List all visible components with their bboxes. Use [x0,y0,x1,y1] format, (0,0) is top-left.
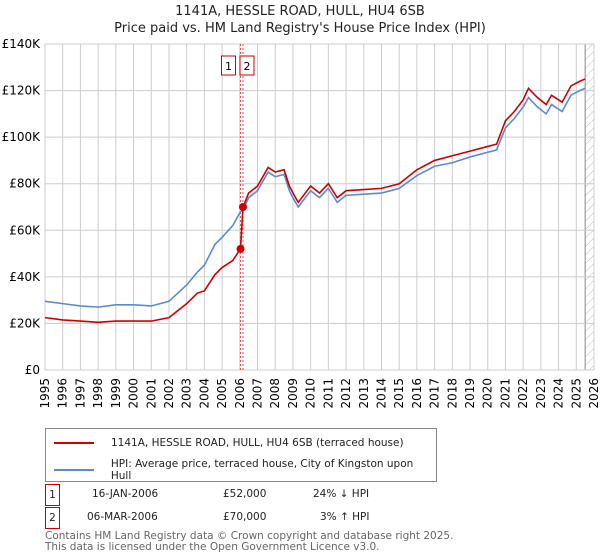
y-tick-label: £120K [2,84,42,98]
x-tick-label: 2017 [428,378,442,409]
legend-label: 1141A, HESSLE ROAD, HULL, HU4 6SB (terra… [111,437,404,449]
x-tick-label: 2022 [516,378,530,409]
x-tick-label: 2014 [374,378,388,409]
x-tick-label: 2002 [162,378,176,409]
transaction-badge: 2 [45,507,60,529]
legend-line-blue [54,469,94,471]
x-tick-label: 2015 [392,378,406,409]
x-tick-label: 1995 [38,378,52,409]
legend-line-red [54,442,94,444]
y-tick-label: £60K [9,223,41,237]
x-tick-label: 2016 [410,378,424,409]
legend-item-hpi: HPI: Average price, terraced house, City… [54,458,436,482]
y-tick-label: £100K [2,130,42,144]
sale-marker-box [221,55,237,76]
transaction-row: 1 16-JAN-2006 £52,000 24% ↓ HPI [45,484,445,506]
x-tick-label: 1997 [73,378,87,409]
x-tick-label: 2024 [552,378,566,409]
x-tick-label: 2001 [144,378,158,409]
legend-item-property: 1141A, HESSLE ROAD, HULL, HU4 6SB (terra… [54,437,404,449]
sale-marker-box [239,55,255,76]
transaction-price: £52,000 [223,488,267,500]
transaction-hpi: 3% ↑ HPI [320,511,370,523]
x-tick-label: 2021 [498,378,512,409]
x-tick-label: 2025 [569,378,583,409]
x-tick-label: 2026 [587,378,600,409]
x-tick-label: 2018 [445,378,459,409]
sale-marker-label: 1 [225,60,232,73]
x-tick-label: 2009 [286,378,300,409]
x-tick-label: 2013 [357,378,371,409]
transaction-price: £70,000 [223,511,267,523]
x-tick-label: 1998 [91,378,105,409]
series-line [44,78,586,324]
y-tick-label: £80K [9,177,41,191]
y-tick-label: £140K [2,37,42,51]
sale-marker-label: 2 [243,60,250,73]
x-tick-label: 2012 [339,378,353,409]
x-tick-label: 2023 [534,378,548,409]
x-tick-label: 2004 [197,378,211,409]
x-tick-label: 2005 [215,378,229,409]
footer-line: Contains HM Land Registry data © Crown c… [45,530,454,542]
transaction-badge: 1 [45,484,60,506]
x-tick-label: 2019 [463,378,477,409]
x-tick-label: 2011 [321,378,335,409]
footer-line: This data is licensed under the Open Gov… [45,541,380,553]
x-tick-label: 2007 [251,378,265,409]
x-tick-label: 2020 [481,378,495,409]
footer: Contains HM Land Registry data © Crown c… [45,531,453,553]
chart-subtitle: Price paid vs. HM Land Registry's House … [114,21,486,36]
y-tick-label: £0 [25,363,40,377]
legend-label: HPI: Average price, terraced house, City… [110,458,414,482]
x-tick-label: 2010 [304,378,318,409]
price-chart: 1995 1996 1997 1998 1999 2000 2001 2002 2003 2004… [2,37,600,409]
transaction-row: 2 06-MAR-2006 £70,000 3% ↑ HPI [45,507,445,529]
y-tick-label: £20K [9,316,41,330]
future-hatch [585,44,594,370]
sale-point-2 [238,203,247,211]
chart-title: 1141A, HESSLE ROAD, HULL, HU4 6SB [175,4,425,19]
transaction-date: 16-JAN-2006 [92,488,159,500]
x-tick-label: 2008 [268,378,282,409]
transaction-date: 06-MAR-2006 [87,511,158,523]
sale-point-1 [236,244,245,253]
x-tick-label: 2006 [233,378,247,409]
transaction-hpi: 24% ↓ HPI [313,488,370,500]
x-tick-label: 1999 [109,378,123,409]
y-tick-label: £40K [9,270,41,284]
x-tick-label: 2003 [180,378,194,409]
series-line [44,87,586,308]
x-tick-label: 2000 [127,378,141,409]
legend: 1141A, HESSLE ROAD, HULL, HU4 6SB (terra… [45,428,437,482]
x-tick-label: 1996 [56,378,70,409]
